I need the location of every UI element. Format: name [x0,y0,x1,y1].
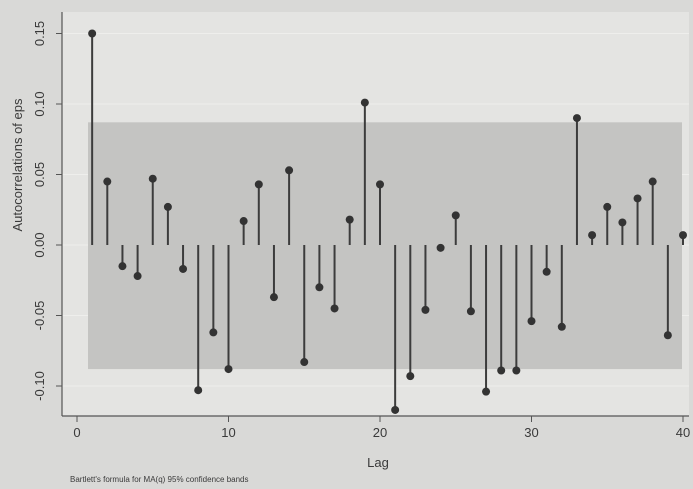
marker-lag-6 [163,202,172,211]
marker-lag-14 [285,166,294,175]
marker-lag-30 [527,317,536,326]
marker-lag-26 [466,307,475,316]
marker-lag-8 [194,386,203,395]
marker-lag-11 [239,217,248,226]
marker-lag-23 [421,305,430,314]
y-ticks: 0.15 0.10 0.05 0.00 -0.05 -0.10 [32,21,62,401]
marker-lag-40 [679,231,687,240]
marker-lag-4 [133,272,142,281]
y-axis-title: Autocorrelations of eps [10,98,25,231]
x-tick-label-2: 20 [373,425,387,440]
marker-lag-37 [633,194,642,203]
marker-lag-3 [118,262,127,271]
marker-lag-10 [224,365,233,374]
marker-lag-21 [391,405,400,414]
x-tick-label-3: 30 [524,425,538,440]
y-tick-label-3: 0.00 [32,232,47,257]
marker-lag-18 [345,215,354,224]
marker-lag-19 [360,98,369,107]
y-tick-label-5: -0.10 [32,371,47,401]
y-tick-label-4: -0.05 [32,301,47,331]
x-ticks: 0 10 20 30 40 [73,416,690,440]
marker-lag-31 [542,267,551,276]
confidence-band-note: Bartlett's formula for MA(q) 95% confide… [70,475,249,484]
marker-lag-28 [497,366,506,375]
marker-lag-24 [436,243,445,252]
marker-lag-2 [103,177,112,186]
y-tick-label-1: 0.10 [32,91,47,116]
marker-lag-27 [482,387,491,396]
marker-lag-1 [88,29,97,38]
marker-lag-36 [618,218,627,227]
marker-lag-32 [557,322,566,331]
marker-lag-5 [148,174,157,183]
marker-lag-12 [254,180,263,189]
marker-lag-22 [406,372,415,381]
stems [88,29,687,414]
marker-lag-9 [209,328,218,337]
marker-lag-25 [451,211,460,220]
y-tick-label-2: 0.05 [32,162,47,187]
marker-lag-15 [300,358,309,367]
marker-lag-17 [330,304,339,313]
y-tick-label-0: 0.15 [32,21,47,46]
marker-lag-29 [512,366,521,375]
marker-lag-39 [663,331,672,340]
x-axis-title: Lag [367,455,389,470]
marker-lag-7 [179,264,188,273]
x-tick-label-1: 10 [221,425,235,440]
x-tick-label-0: 0 [73,425,80,440]
confidence-band [88,122,682,370]
marker-lag-13 [269,293,278,302]
x-tick-label-4: 40 [676,425,690,440]
marker-lag-35 [603,202,612,211]
marker-lag-33 [572,114,581,123]
marker-lag-38 [648,177,657,186]
marker-lag-20 [376,180,384,189]
marker-lag-34 [588,231,597,240]
marker-lag-16 [315,283,324,292]
